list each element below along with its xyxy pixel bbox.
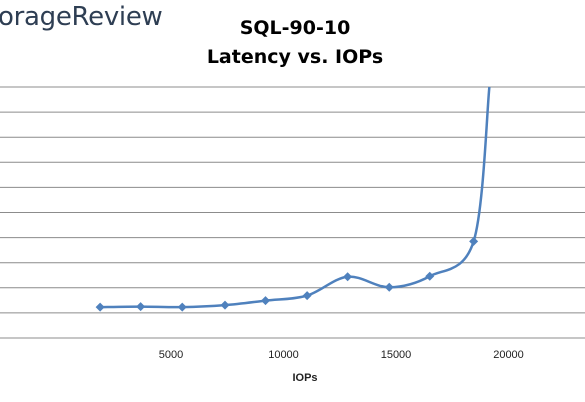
x-tick-label: 10000 [268, 349, 299, 361]
x-tick-label: 5000 [159, 349, 183, 361]
chart-title: SQL-90-10 [239, 17, 351, 39]
data-point [469, 236, 479, 246]
x-tick-labels: 5000 10000 15000 20000 [159, 349, 524, 361]
data-point [136, 302, 146, 312]
gridlines [0, 86, 585, 314]
data-point [261, 296, 270, 306]
data-point [177, 302, 187, 312]
data-point [302, 291, 312, 301]
data-point [95, 302, 105, 312]
data-point [384, 282, 394, 292]
x-tick-label: 15000 [381, 349, 412, 361]
series-marker-group [95, 236, 479, 312]
x-axis-label: IOPs [292, 372, 318, 384]
chart-subtitle: Latency vs. IOPs [206, 46, 384, 68]
data-point [220, 300, 230, 310]
series-line [100, 86, 491, 309]
data-point [343, 272, 353, 282]
x-tick-label: 20000 [493, 349, 524, 361]
data-point [425, 271, 435, 281]
storagereview-logo: orageReview [0, 2, 163, 32]
series-line-group [100, 86, 491, 309]
